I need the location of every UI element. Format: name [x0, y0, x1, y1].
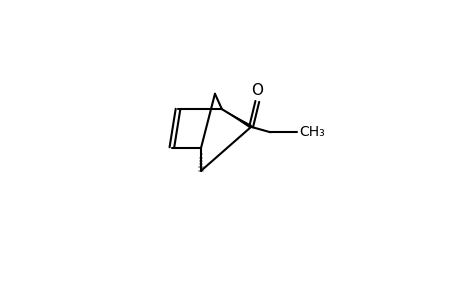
Polygon shape: [221, 109, 252, 128]
Text: O: O: [251, 82, 263, 98]
Text: CH₃: CH₃: [298, 125, 324, 139]
